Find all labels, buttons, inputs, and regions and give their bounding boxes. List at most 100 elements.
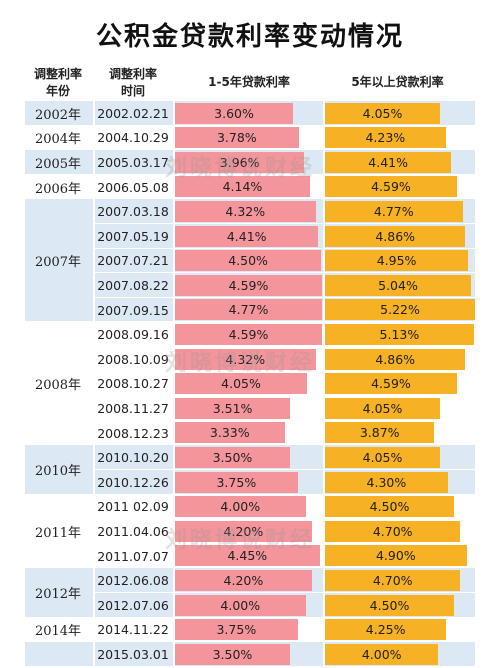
short-rate-label: 4.00%	[220, 597, 261, 613]
header-date-line1: 调整利率	[108, 67, 157, 81]
long-rate-bar: 4.70%	[325, 569, 461, 591]
short-rate-label: 3.33%	[209, 425, 250, 441]
row-divider	[95, 567, 475, 569]
short-rate-bar: 4.77%	[175, 299, 322, 321]
long-rate-bar: 4.59%	[325, 373, 457, 395]
short-rate-label: 4.45%	[227, 548, 268, 564]
adjustment-date: 2015.03.01	[97, 646, 169, 662]
short-rate-bar: 4.45%	[175, 545, 320, 567]
short-rate-bar: 3.50%	[175, 643, 290, 665]
adjustment-date: 2011 02.09	[97, 499, 169, 515]
long-rate-bar: 4.25%	[325, 619, 447, 641]
short-rate-label: 3.60%	[214, 105, 254, 121]
short-rate-label: 4.59%	[228, 326, 269, 342]
long-rate-label: 4.90%	[375, 548, 416, 564]
short-rate-bar: 3.51%	[175, 397, 291, 419]
year-label: 2005年	[34, 156, 82, 172]
short-rate-label: 3.51%	[212, 400, 253, 416]
row-divider	[95, 419, 475, 421]
column-separator	[173, 100, 175, 668]
long-rate-label: 4.00%	[361, 646, 402, 662]
header-short-rate: 1-5年贷款利率	[208, 75, 290, 89]
column-separator	[93, 100, 95, 668]
short-rate-label: 3.75%	[216, 622, 257, 638]
long-rate-bar: 5.22%	[325, 299, 475, 321]
adjustment-date: 2005.03.17	[97, 154, 169, 170]
short-rate-bar: 3.96%	[175, 151, 305, 173]
row-divider	[95, 469, 475, 470]
adjustment-date: 2012.07.06	[97, 597, 169, 613]
long-rate-label: 4.23%	[365, 130, 406, 146]
adjustment-date: 2014.11.22	[97, 622, 169, 638]
year-label: 2006年	[34, 181, 82, 197]
row-divider	[95, 321, 475, 323]
column-separator	[323, 100, 325, 668]
long-rate-label: 4.86%	[375, 228, 416, 244]
adjustment-date: 2007.07.21	[97, 253, 169, 269]
short-rate-label: 4.32%	[225, 351, 266, 367]
adjustment-date: 2008.10.27	[97, 376, 169, 392]
long-rate-bar: 4.05%	[325, 446, 440, 468]
year-label	[25, 642, 91, 667]
short-rate-bar: 3.75%	[175, 471, 298, 493]
short-rate-label: 3.50%	[212, 646, 253, 662]
short-rate-bar: 4.20%	[175, 520, 312, 542]
adjustment-date: 2011.07.07	[97, 548, 169, 564]
long-rate-bar: 3.87%	[325, 422, 435, 444]
long-rate-label: 4.59%	[371, 179, 411, 195]
short-rate-label: 4.20%	[223, 572, 264, 588]
long-rate-label: 4.86%	[375, 351, 416, 367]
row-divider	[95, 641, 475, 643]
adjustment-date: 2011.04.06	[97, 523, 169, 539]
long-rate-label: 4.41%	[368, 154, 408, 170]
row-divider	[95, 296, 475, 298]
row-divider	[95, 198, 475, 200]
row-divider	[95, 346, 475, 347]
short-rate-label: 4.59%	[228, 277, 269, 293]
row-divider	[95, 444, 475, 446]
long-rate-bar: 4.05%	[325, 397, 440, 419]
adjustment-date: 2008.11.27	[97, 400, 169, 416]
adjustment-date: 2007.05.19	[97, 228, 169, 244]
long-rate-bar: 4.41%	[325, 151, 452, 173]
long-rate-label: 4.77%	[373, 203, 414, 219]
short-rate-bar: 3.50%	[175, 446, 290, 468]
adjustment-date: 2007.08.22	[97, 277, 169, 293]
year-label: 2010年	[34, 464, 82, 480]
long-rate-bar: 5.13%	[325, 323, 474, 345]
long-rate-bar: 5.04%	[325, 274, 471, 296]
short-rate-label: 4.00%	[220, 499, 261, 515]
adjustment-date: 2004.10.29	[97, 130, 169, 146]
year-label: 2002年	[34, 107, 82, 123]
long-rate-bar: 4.30%	[325, 471, 448, 493]
header-long-rate: 5年以上贷款利率	[351, 75, 444, 89]
chart-title: 公积金贷款利率变动情况	[95, 22, 404, 52]
row-divider	[95, 493, 475, 495]
row-divider	[95, 395, 475, 397]
long-rate-bar: 4.86%	[325, 348, 466, 370]
long-rate-label: 4.70%	[372, 572, 413, 588]
long-rate-label: 5.22%	[380, 302, 420, 318]
short-rate-label: 4.14%	[222, 179, 263, 195]
short-rate-bar: 4.41%	[175, 225, 319, 247]
adjustment-date: 2008.09.16	[97, 327, 169, 343]
row-divider	[95, 592, 475, 593]
watermark-text: 刘晓博说财经	[165, 528, 316, 553]
row-divider	[95, 370, 475, 372]
long-rate-label: 5.13%	[379, 326, 420, 342]
long-rate-label: 4.50%	[369, 597, 410, 613]
short-rate-bar: 4.00%	[175, 496, 306, 518]
long-rate-label: 4.05%	[362, 449, 403, 465]
long-rate-bar: 4.05%	[325, 102, 440, 124]
short-rate-bar: 4.32%	[175, 348, 316, 370]
adjustment-date: 2007.09.15	[97, 302, 169, 318]
long-rate-label: 4.70%	[372, 523, 413, 539]
short-rate-bar: 4.50%	[175, 250, 322, 272]
year-label: 2007年	[34, 255, 82, 271]
short-rate-bar: 4.00%	[175, 594, 306, 616]
long-rate-label: 4.95%	[376, 253, 417, 269]
short-rate-label: 3.78%	[216, 130, 257, 146]
short-rate-bar: 3.60%	[175, 102, 293, 124]
long-rate-label: 4.50%	[369, 499, 410, 515]
short-rate-label: 4.50%	[228, 253, 268, 269]
